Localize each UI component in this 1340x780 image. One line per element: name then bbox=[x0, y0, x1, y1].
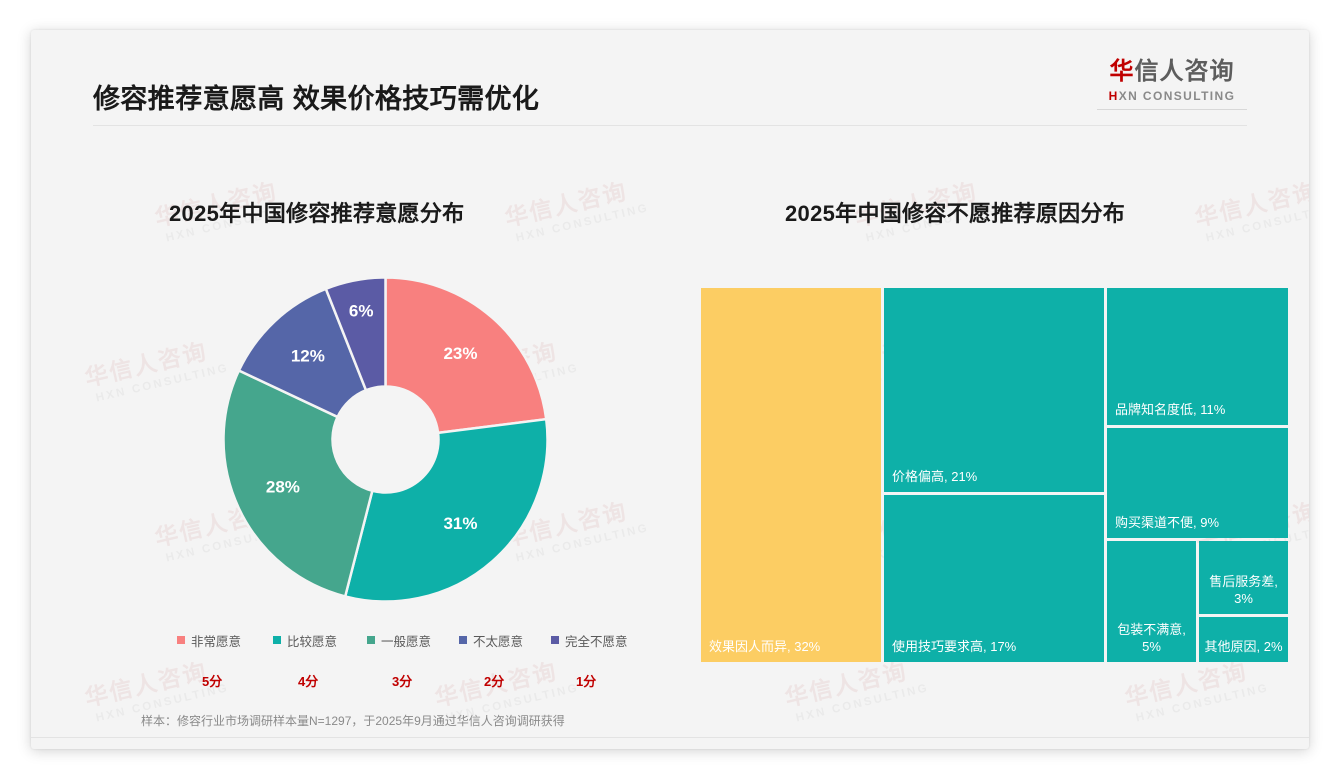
right-chart-title: 2025年中国修容不愿推荐原因分布 bbox=[785, 201, 1126, 226]
treemap-cell-label: 购买渠道不便, 9% bbox=[1115, 515, 1220, 531]
watermark-cn: 华信人咨询 bbox=[1192, 177, 1309, 232]
logo-divider bbox=[1097, 109, 1247, 111]
legend-item-比较愿意[interactable]: 比较愿意 bbox=[273, 631, 367, 649]
donut-slice-value-label: 12% bbox=[291, 346, 325, 365]
treemap-cell-包装不满意[interactable]: 包装不满意, 5% bbox=[1107, 541, 1196, 662]
watermark-en: HXN CONSULTING bbox=[1134, 682, 1271, 725]
unwilling-reasons-treemap-chart: 效果因人而异, 32% 价格偏高, 21% 使用技巧要求高, 17% 品牌知名度低, … bbox=[701, 288, 1288, 662]
treemap-cell-label: 使用技巧要求高, 17% bbox=[892, 639, 1017, 655]
recommendation-willingness-donut-chart: 23% 31% 28% 12% 6% bbox=[223, 277, 548, 602]
donut-slice-比较愿意[interactable] bbox=[343, 417, 548, 602]
legend-swatch-icon bbox=[177, 636, 185, 644]
score-label-5分: 5分 bbox=[202, 674, 223, 689]
donut-slice-非常愿意[interactable] bbox=[384, 277, 548, 435]
treemap-cell-售后服务差[interactable]: 售后服务差, 3% bbox=[1199, 541, 1288, 614]
treemap-cell-label: 包装不满意, 5% bbox=[1117, 622, 1186, 655]
legend-label: 一般愿意 bbox=[381, 634, 432, 649]
logo-cn-rest: 信人咨询 bbox=[1134, 58, 1235, 85]
watermark-en: HXN CONSULTING bbox=[514, 202, 651, 245]
footer-divider bbox=[31, 737, 1309, 738]
donut-slice-value-label: 31% bbox=[443, 514, 477, 533]
legend-label: 非常愿意 bbox=[191, 634, 242, 649]
logo-h-char: H bbox=[1108, 89, 1119, 104]
legend-label: 不太愿意 bbox=[473, 634, 524, 649]
legend-item-不太愿意[interactable]: 不太愿意 bbox=[459, 631, 551, 649]
watermark-en: HXN CONSULTING bbox=[94, 362, 231, 405]
treemap-cell-价格偏高[interactable]: 价格偏高, 21% bbox=[884, 288, 1104, 492]
donut-slice-完全不愿意[interactable] bbox=[324, 277, 387, 392]
donut-slice-一般愿意[interactable] bbox=[223, 368, 374, 598]
donut-slice-value-label: 23% bbox=[443, 344, 477, 363]
logo-hua-char: 华 bbox=[1109, 58, 1135, 85]
treemap-cell-品牌知名度低[interactable]: 品牌知名度低, 11% bbox=[1107, 288, 1288, 425]
treemap-cell-label: 其他原因, 2% bbox=[1204, 639, 1283, 655]
watermark-cn: 华信人咨询 bbox=[502, 177, 630, 232]
legend-label: 比较愿意 bbox=[287, 634, 338, 649]
donut-legend: 非常愿意 比较愿意 一般愿意 不太愿意 完全不愿意 bbox=[177, 631, 647, 649]
slide-canvas: 华信人咨询 HXN CONSULTING 华信人咨询 HXN CONSULTING 华信… bbox=[31, 30, 1309, 749]
score-label-3分: 3分 bbox=[392, 674, 413, 689]
legend-item-完全不愿意[interactable]: 完全不愿意 bbox=[551, 631, 647, 649]
slide-header: 修容推荐意愿高 效果价格技巧需优化 华信人咨询 HXN CONSULTING bbox=[31, 30, 1309, 126]
donut-svg: 23% 31% 28% 12% 6% bbox=[223, 277, 548, 602]
logo-chinese: 华信人咨询 bbox=[1097, 58, 1247, 85]
treemap-cell-label: 效果因人而异, 32% bbox=[709, 639, 821, 655]
watermark-en: HXN CONSULTING bbox=[1204, 202, 1309, 245]
legend-swatch-icon bbox=[367, 636, 375, 644]
copyright-text: ©2025.11 HXR华信人咨询 bbox=[93, 746, 239, 749]
score-label-4分: 4分 bbox=[298, 674, 319, 689]
treemap-cell-label: 价格偏高, 21% bbox=[892, 469, 978, 485]
treemap-cell-使用技巧要求高[interactable]: 使用技巧要求高, 17% bbox=[884, 495, 1104, 662]
treemap-cell-效果因人而异[interactable]: 效果因人而异, 32% bbox=[701, 288, 881, 662]
left-chart-title: 2025年中国修容推荐意愿分布 bbox=[169, 201, 465, 226]
treemap-cell-label: 售后服务差, 3% bbox=[1209, 574, 1278, 607]
legend-label: 完全不愿意 bbox=[565, 634, 628, 649]
watermark-cn: 华信人咨询 bbox=[82, 337, 210, 392]
treemap-cell-其他原因[interactable]: 其他原因, 2% bbox=[1199, 617, 1288, 662]
legend-swatch-icon bbox=[273, 636, 281, 644]
logo-english: HXN CONSULTING bbox=[1097, 89, 1247, 103]
donut-slice-不太愿意[interactable] bbox=[237, 287, 368, 419]
donut-slice-value-label: 6% bbox=[349, 302, 374, 321]
page-title: 修容推荐意愿高 效果价格技巧需优化 bbox=[93, 84, 540, 114]
legend-swatch-icon bbox=[459, 636, 467, 644]
watermark-en: HXN CONSULTING bbox=[794, 682, 931, 725]
legend-item-一般愿意[interactable]: 一般愿意 bbox=[367, 631, 459, 649]
score-label-1分: 1分 bbox=[576, 674, 597, 689]
header-divider bbox=[93, 125, 1247, 126]
sample-note: 样本：修容行业市场调研样本量N=1297，于2025年9月通过华信人咨询调研获得 bbox=[141, 714, 565, 728]
treemap-cell-购买渠道不便[interactable]: 购买渠道不便, 9% bbox=[1107, 428, 1288, 538]
brand-logo: 华信人咨询 HXN CONSULTING bbox=[1097, 58, 1247, 111]
website-link[interactable]: www.hxrcon.com bbox=[1156, 747, 1247, 749]
logo-en-rest: XN CONSULTING bbox=[1118, 89, 1236, 104]
donut-slice-value-label: 28% bbox=[266, 477, 300, 496]
legend-item-非常愿意[interactable]: 非常愿意 bbox=[177, 631, 273, 649]
donut-score-row: 5分 4分 3分 2分 1分 bbox=[177, 671, 647, 691]
legend-swatch-icon bbox=[551, 636, 559, 644]
treemap-cell-label: 品牌知名度低, 11% bbox=[1115, 402, 1226, 418]
score-label-2分: 2分 bbox=[484, 674, 505, 689]
